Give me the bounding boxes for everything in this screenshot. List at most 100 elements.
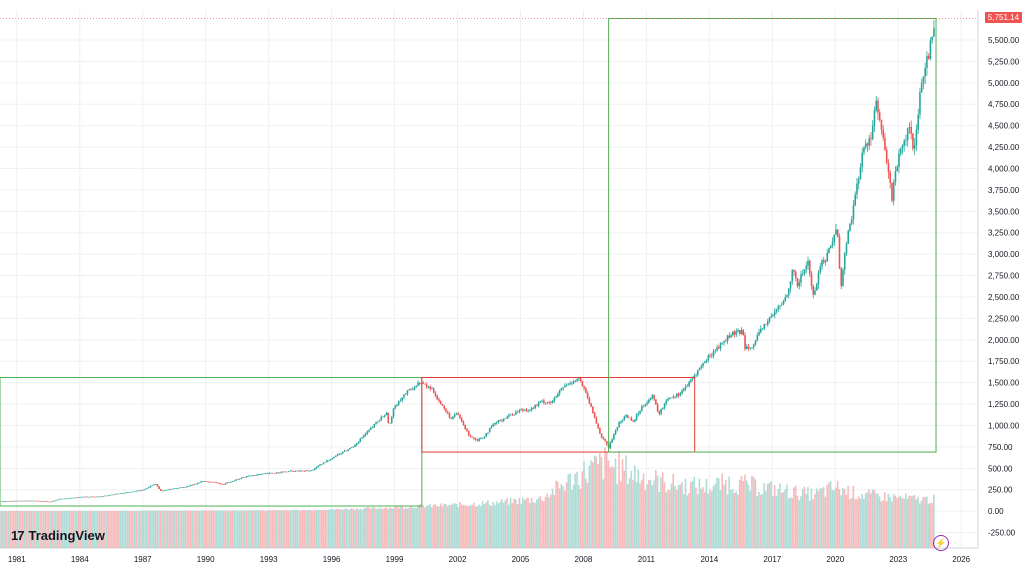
volume-bar [506, 498, 508, 548]
candle-body [497, 420, 500, 423]
volume-bar [55, 510, 57, 548]
candle-body [576, 378, 578, 381]
candle-body [95, 496, 97, 498]
candle-body [221, 483, 223, 485]
volume-bar [780, 492, 783, 548]
volume-bar [357, 509, 360, 548]
volume-bar [728, 476, 731, 548]
volume-bar [546, 493, 549, 548]
volume-bar [368, 507, 370, 548]
box-red-middle[interactable] [421, 377, 696, 453]
candle-body [282, 471, 285, 473]
volume-bar [79, 510, 82, 548]
volume-bar [434, 504, 437, 548]
candle-body [702, 363, 704, 366]
volume-bar [905, 493, 907, 548]
candle-body [23, 500, 26, 502]
annotation-boxes[interactable] [0, 17, 978, 507]
volume-bar [752, 477, 755, 548]
candle-body [434, 393, 437, 397]
volume-bar [32, 510, 34, 548]
volume-bar [83, 510, 85, 548]
volume-bar [310, 510, 313, 548]
volume-bar [173, 510, 176, 548]
candle-body [662, 407, 664, 409]
candle-body [30, 500, 33, 502]
volume-bar [768, 482, 771, 548]
candle-body [462, 421, 465, 425]
volume-bar [555, 480, 557, 548]
candle-body [244, 477, 246, 478]
volume-bar [626, 484, 629, 548]
candle-body [782, 300, 785, 305]
candle-body [896, 166, 898, 172]
volume-bar [429, 503, 431, 548]
volume-bar [495, 501, 498, 548]
candle-body [885, 149, 888, 163]
volume-bar [770, 481, 772, 548]
volume-bar [810, 488, 813, 548]
candle-body [588, 397, 591, 404]
candle-body [277, 472, 279, 474]
price-axis[interactable]: 5,500.00 5,250.00 5,000.00 4,750.00 4,500.00… [988, 36, 1020, 538]
candle-body [669, 397, 671, 399]
volume-bar [198, 510, 201, 548]
volume-bar [247, 510, 250, 548]
volume-bar [329, 509, 332, 548]
candle-body [373, 424, 376, 428]
volume-bar [261, 509, 264, 548]
candle-body [303, 471, 306, 472]
volume-bar [614, 458, 617, 548]
volume-bar [591, 462, 594, 548]
candle-body [310, 470, 313, 471]
candle-body [800, 274, 802, 283]
volume-bar [350, 508, 353, 548]
candle-body [873, 110, 876, 126]
candle-body [44, 501, 47, 502]
volume-bar [166, 510, 169, 548]
candle-body [815, 284, 818, 291]
volume-bar [177, 510, 180, 548]
candle-body [887, 162, 890, 173]
volume-bar [413, 508, 416, 548]
candle-body [86, 496, 89, 498]
candle-body [42, 501, 45, 502]
candle-body [644, 404, 647, 406]
candle-body [217, 482, 220, 484]
candle-body [812, 285, 815, 295]
volume-bar [383, 508, 386, 548]
volume-bar [581, 471, 584, 548]
volume-bar [320, 510, 323, 548]
candle-body [817, 272, 820, 285]
candle-body [628, 417, 631, 419]
volume-bar [355, 508, 358, 548]
volume-bar [362, 508, 365, 548]
volume-bar [90, 510, 92, 548]
volume-bar [574, 473, 577, 548]
candle-body [534, 404, 536, 409]
volume-bar [34, 510, 36, 548]
volume-bar [856, 499, 858, 548]
candle-body [128, 492, 131, 493]
volume-bar [516, 504, 519, 548]
volume-bar [37, 510, 40, 548]
candle-body [845, 243, 848, 254]
candle-body [693, 375, 696, 378]
candle-body [548, 402, 550, 403]
candle-body [240, 477, 243, 479]
volume-bar [672, 473, 675, 548]
candle-body [76, 497, 78, 498]
time-axis[interactable]: 1981 1984 1987 1990 1993 1996 1999 2002 2005 2008… [8, 555, 971, 564]
volume-bar [772, 496, 774, 548]
volume-bar [380, 508, 382, 548]
volume-bar [870, 493, 872, 548]
lightning-icon[interactable]: ⚡ [933, 535, 949, 551]
volume-bar [539, 495, 542, 548]
candle-body [294, 470, 297, 472]
candle-body [711, 355, 713, 357]
volume-bar [118, 510, 120, 548]
box-green-late[interactable] [608, 17, 937, 453]
candle-body [646, 402, 648, 405]
candle-body [593, 413, 596, 419]
